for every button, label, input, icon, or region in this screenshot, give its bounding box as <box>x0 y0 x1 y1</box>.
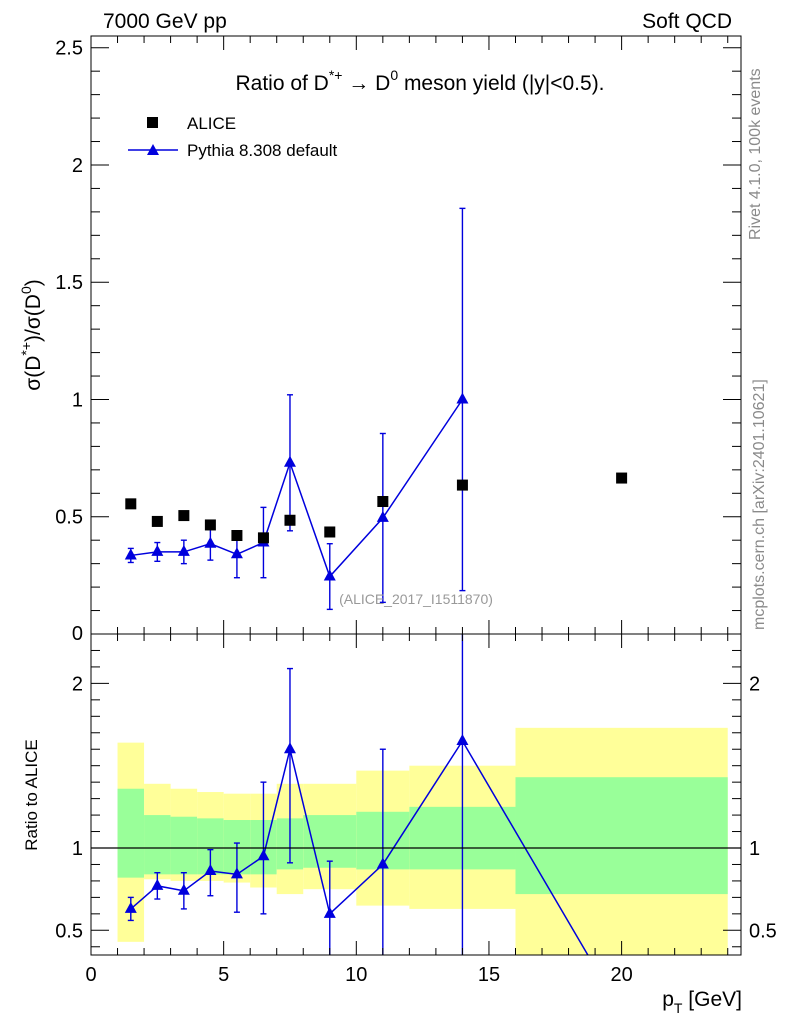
x-tick-label-3: 15 <box>478 964 500 986</box>
alice-point-1 <box>151 515 163 527</box>
ratio-uncertainty-bands <box>117 727 728 955</box>
main-y-axis-label: σ(D*+)/σ(D0) <box>18 279 45 391</box>
ratio-clipped-group <box>124 634 589 955</box>
alice-point-0 <box>125 498 137 510</box>
pythia-point-6 <box>283 455 296 467</box>
ratio-point-5 <box>257 849 270 861</box>
x-axis-label: pT [GeV] <box>662 988 742 1016</box>
pythia-point-4 <box>230 547 243 559</box>
main-ytick-label-zero: 0 <box>72 623 83 645</box>
legend-pythia-marker <box>147 144 159 155</box>
ratio-frame <box>90 633 742 956</box>
alice-point-9 <box>456 479 468 491</box>
x-tick-label-2: 10 <box>345 964 367 986</box>
pythia-point-9 <box>456 392 469 404</box>
plot-title: Ratio of D*+ → D0 meson yield (|y|<0.5). <box>235 67 604 95</box>
band-inner-10 <box>515 777 728 895</box>
title-main: Ratio of D <box>235 72 328 95</box>
rivet-version-label: Rivet 4.1.0, 100k events <box>747 68 764 240</box>
ratio-y-axis-label: Ratio to ALICE <box>22 739 41 851</box>
band-inner-0 <box>117 788 145 878</box>
ratio-point-9 <box>456 734 469 745</box>
ratio-ytick-right-label-1: 1 <box>749 838 760 860</box>
ratio-point-8 <box>376 857 389 869</box>
alice-point-8 <box>377 496 389 508</box>
title-tail: meson yield (|y|<0.5). <box>398 72 604 95</box>
title-sup-dstar: *+ <box>329 67 343 83</box>
ratio-point-6 <box>283 742 296 754</box>
ratio-point-4 <box>230 867 243 879</box>
ratio-ytick-right-label-2: 2 <box>749 673 760 695</box>
main-ytick-label-2: 1.5 <box>55 272 83 294</box>
ratio-point-3 <box>204 864 217 876</box>
band-inner-1 <box>144 815 171 875</box>
alice-point-4 <box>231 530 243 542</box>
alice-point-10 <box>616 472 628 484</box>
pythia-point-7 <box>323 569 336 581</box>
legend-pythia-label: Pythia 8.308 default <box>187 141 338 160</box>
pythia-series-line <box>130 399 464 578</box>
ratio-ytick-label-1: 1 <box>72 838 83 860</box>
pythia-point-3 <box>204 536 217 548</box>
main-panel-marks <box>124 207 628 611</box>
ratio-point-0 <box>124 901 137 913</box>
alice-point-7 <box>324 526 336 538</box>
ratio-point-7 <box>323 906 336 918</box>
ratio-panel-marks <box>124 634 589 955</box>
main-ytick-label-4: 2.5 <box>55 38 83 60</box>
band-inner-2 <box>170 816 198 875</box>
analysis-watermark: (ALICE_2017_I1511870) <box>339 591 493 607</box>
pythia-point-8 <box>376 510 389 522</box>
alice-point-5 <box>257 532 269 544</box>
ratio-point-1 <box>151 878 164 890</box>
main-panel-axes: 0.5 1 1.5 2 2.5 0 <box>55 35 742 645</box>
legend: ALICE Pythia 8.308 default <box>128 114 338 160</box>
main-panel: 0.511.522.50 Ratio of D*+ → D0 meson yie… <box>18 35 742 645</box>
main-ytick-label-0: 0.5 <box>55 507 83 529</box>
main-ytick-label-1: 1 <box>72 389 83 411</box>
main-ytick-label-3: 2 <box>72 155 83 177</box>
ratio-ytick-right-label-0: 0.5 <box>749 920 777 942</box>
pythia-point-2 <box>177 544 190 556</box>
x-tick-label-4: 20 <box>610 964 632 986</box>
title-arrow: → D <box>342 72 390 95</box>
ratio-ytick-label-2: 2 <box>72 673 83 695</box>
pythia-point-0 <box>124 548 137 560</box>
title-sup-d0: 0 <box>390 67 398 83</box>
band-inner-7 <box>303 815 357 868</box>
alice-point-6 <box>284 514 296 526</box>
x-tick-label-0: 0 <box>85 964 96 986</box>
x-tick-label-1: 5 <box>218 964 229 986</box>
ratio-ytick-label-0: 0.5 <box>55 920 83 942</box>
header-left-label: 7000 GeV pp <box>103 10 227 33</box>
header-right-label: Soft QCD <box>642 10 732 33</box>
legend-alice-marker <box>147 117 158 128</box>
legend-alice-label: ALICE <box>187 114 236 133</box>
ratio-point-2 <box>177 883 190 895</box>
alice-point-3 <box>204 519 216 531</box>
mcplots-reference-label: mcplots.cern.ch [arXiv:2401.10621] <box>751 379 768 630</box>
pythia-point-1 <box>151 544 164 556</box>
alice-point-2 <box>178 510 190 522</box>
